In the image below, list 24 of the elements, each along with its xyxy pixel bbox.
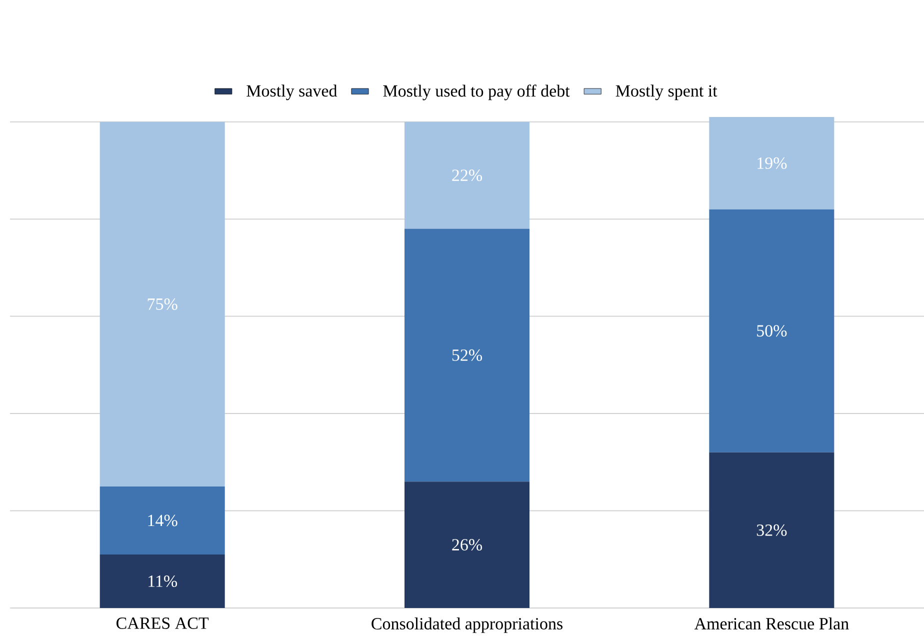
bar [404, 482, 530, 608]
bar [709, 452, 834, 608]
data-label: 22% [452, 170, 482, 182]
x-tick-label: Consolidated appropriations [372, 618, 562, 633]
bar [709, 116, 834, 210]
data-label: 75% [148, 298, 178, 310]
bar [100, 486, 225, 555]
bar [404, 228, 530, 482]
legend-label: Mostly used to pay off debt [383, 84, 570, 100]
data-label: 11% [148, 575, 178, 588]
x-tick-label: American Rescue Plan [694, 618, 849, 630]
bar [404, 122, 530, 229]
data-label: 52% [452, 349, 482, 361]
bar [100, 122, 225, 486]
data-label: 19% [758, 157, 787, 169]
bar [100, 554, 225, 608]
x-tick-label: CARES ACT [116, 618, 209, 629]
legend-label: Mostly spent it [616, 84, 718, 100]
data-label: 50% [757, 325, 787, 337]
data-label: 14% [148, 514, 178, 526]
data-label: 32% [756, 524, 787, 536]
legend-label: Mostly saved [246, 84, 338, 100]
data-label: 26% [452, 539, 482, 551]
bar [709, 209, 834, 452]
